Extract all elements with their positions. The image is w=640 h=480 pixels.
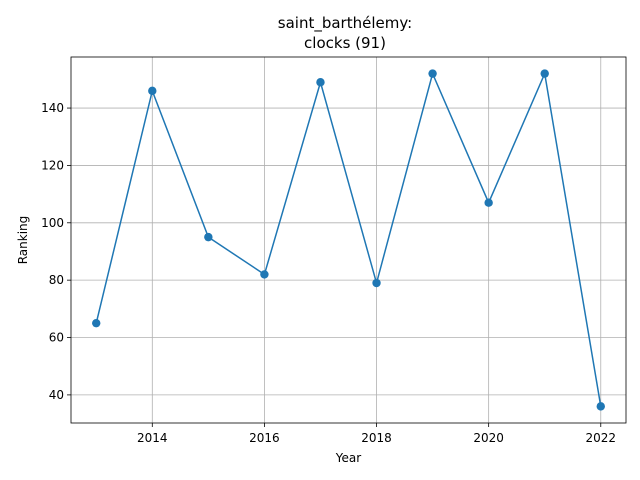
series-line	[95, 71, 602, 407]
y-tick-label: 60	[49, 331, 64, 345]
series-layer	[92, 69, 605, 411]
x-tick-label: 2022	[585, 431, 616, 445]
x-tick-label: 2018	[361, 431, 392, 445]
data-point	[596, 402, 605, 411]
chart-title-line1: saint_barthélemy:	[278, 14, 412, 33]
axis-ticks: 2014 2016 2018 2020 2022 40 60 80 100 120 140	[41, 101, 616, 445]
y-tick-label: 40	[49, 388, 64, 402]
data-point	[372, 278, 381, 288]
data-point	[316, 78, 325, 87]
data-point	[148, 86, 157, 96]
x-tick-label: 2016	[249, 431, 280, 445]
grid-lines	[71, 57, 626, 423]
data-point	[540, 69, 549, 78]
data-point	[204, 232, 213, 242]
plot-frame	[70, 56, 627, 424]
x-tick-label: 2020	[473, 431, 504, 445]
chart-title-line2: clocks (91)	[304, 34, 386, 52]
x-tick-label: 2014	[137, 431, 168, 445]
y-axis-label: Ranking	[16, 216, 30, 265]
data-point	[92, 318, 101, 328]
data-point	[484, 198, 493, 207]
y-tick-label: 120	[41, 158, 64, 172]
y-tick-label: 80	[49, 273, 64, 287]
y-tick-label: 100	[41, 216, 64, 230]
x-axis-label: Year	[335, 451, 361, 465]
data-point	[428, 69, 437, 78]
y-tick-label: 140	[41, 101, 64, 115]
data-point	[260, 270, 269, 279]
